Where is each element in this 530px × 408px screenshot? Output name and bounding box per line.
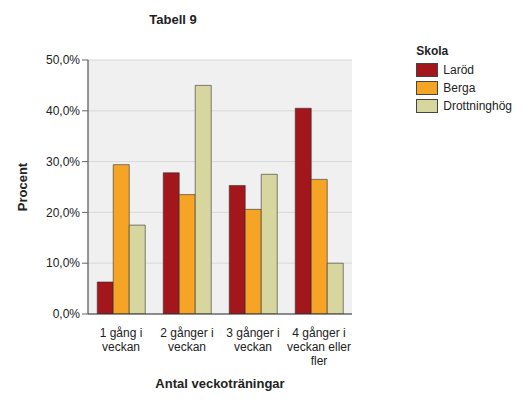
html-text:Skola: Skola [416, 44, 449, 58]
svg-text:Procent: Procent [15, 162, 30, 211]
svg-text:0,0%: 0,0% [53, 307, 81, 321]
svg-text:1 gång iveckan: 1 gång iveckan [100, 326, 143, 354]
html-text:Berga: Berga [443, 81, 476, 95]
svg-text:Antal veckoträningar: Antal veckoträningar [155, 376, 284, 391]
svg-text:50,0%: 50,0% [46, 53, 80, 67]
svg-text:20,0%: 20,0% [46, 206, 80, 220]
svg-text:4 gånger iveckan ellerfler: 4 gånger iveckan ellerfler [287, 326, 351, 368]
svg-text:2 gånger iveckan: 2 gånger iveckan [160, 326, 213, 354]
html-text:Laröd: Laröd [443, 63, 474, 77]
svg-text:10,0%: 10,0% [46, 256, 80, 270]
svg-text:40,0%: 40,0% [46, 104, 80, 118]
svg-text:30,0%: 30,0% [46, 155, 80, 169]
svg-text:3 gånger iveckan: 3 gånger iveckan [226, 326, 279, 354]
html-text:Tabell 9: Tabell 9 [149, 12, 197, 27]
html-text:Drottninghög: Drottninghög [443, 99, 512, 113]
